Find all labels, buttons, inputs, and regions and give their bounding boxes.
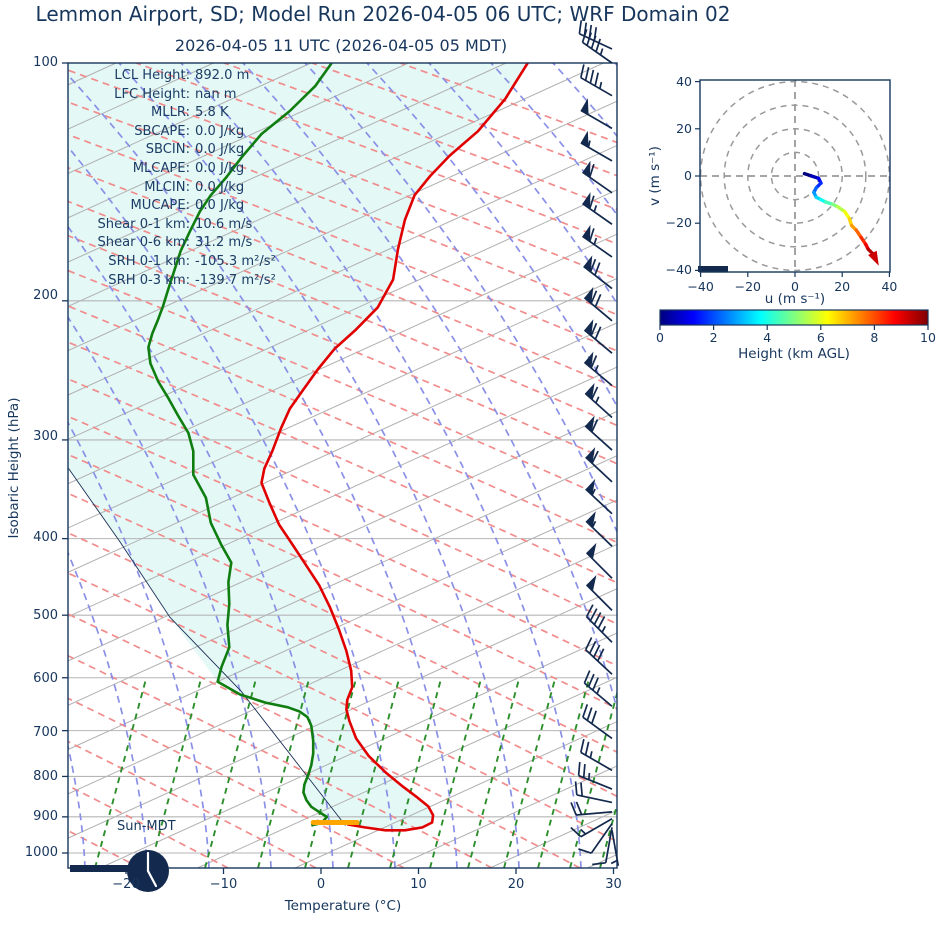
stat-row: MLCIN: 0.0 J/kg bbox=[86, 179, 276, 198]
skewt-xtick-label: 20 bbox=[507, 877, 525, 892]
stat-row: MLCAPE: 0.0 J/kg bbox=[86, 160, 276, 179]
stat-label: SRH 0-3 km: bbox=[108, 272, 190, 288]
stat-row: LCL Height: 892.0 m bbox=[86, 67, 276, 86]
skewt-subtitle: 2026-04-05 11 UTC (2026-04-05 05 MDT) bbox=[174, 36, 508, 55]
hodograph-panel bbox=[695, 79, 891, 277]
skewt-xaxis-label: Temperature (°C) bbox=[284, 898, 402, 914]
colorbar-label: Height (km AGL) bbox=[738, 346, 850, 362]
colorbar-tick-label: 2 bbox=[709, 330, 718, 345]
stat-value: nan m bbox=[195, 86, 237, 102]
colorbar-tick-label: 8 bbox=[870, 330, 879, 345]
stat-row: Shear 0-6 km: 31.2 m/s bbox=[86, 234, 276, 253]
stat-label: MUCAPE: bbox=[130, 198, 190, 214]
sounding-stats-block: LCL Height: 892.0 m LFC Height: nan m MLLR: 5… bbox=[86, 67, 276, 291]
stat-label: MLLR: bbox=[151, 105, 190, 121]
hodograph-xtick-label: 0 bbox=[791, 279, 799, 294]
skewt-ytick-label: 200 bbox=[33, 288, 58, 303]
skewt-xtick-label: 0 bbox=[316, 877, 326, 892]
hodograph-ytick-label: 0 bbox=[684, 168, 692, 183]
skewt-xtick-label: 30 bbox=[605, 877, 622, 892]
sounding-profile-curves bbox=[68, 63, 529, 832]
stat-row: SRH 0-3 km: -139.7 m²/s² bbox=[86, 272, 276, 291]
skewt-ytick-label: 1000 bbox=[24, 845, 58, 860]
colorbar-tick-label: 0 bbox=[656, 330, 664, 345]
dewpoint-curve bbox=[147, 63, 333, 827]
temperature-curve bbox=[260, 63, 529, 832]
stat-label: LFC Height: bbox=[114, 86, 190, 102]
skewt-ytick-label: 500 bbox=[33, 608, 58, 623]
hodograph-xtick-label: −20 bbox=[734, 279, 761, 294]
skewt-ytick-label: 100 bbox=[33, 55, 58, 70]
hodograph-xtick-label: 20 bbox=[834, 279, 851, 294]
sun-mdt-label: Sun-MDT bbox=[117, 819, 176, 834]
stat-label: SRH 0-1 km: bbox=[108, 253, 190, 269]
hodograph-ytick-label: −40 bbox=[665, 262, 692, 278]
stat-value: -105.3 m²/s² bbox=[195, 253, 276, 269]
hodograph-xtick-label: 40 bbox=[881, 279, 898, 294]
height-colorbar bbox=[659, 309, 929, 330]
stat-row: MUCAPE: 0.0 J/kg bbox=[86, 197, 276, 216]
figure-title: Lemmon Airport, SD; Model Run 2026-04-05… bbox=[35, 2, 731, 26]
stat-label: LCL Height: bbox=[114, 68, 190, 83]
skewt-ytick-label: 900 bbox=[33, 809, 58, 824]
skewt-ytick-label: 800 bbox=[33, 769, 58, 784]
skewt-ytick-label: 400 bbox=[33, 530, 58, 545]
stat-row: SBCAPE: 0.0 J/kg bbox=[86, 123, 276, 142]
stat-value: 0.0 J/kg bbox=[195, 142, 245, 158]
wind-barbs-column bbox=[570, 20, 620, 866]
stat-value: 0.0 J/kg bbox=[195, 160, 245, 176]
stat-label: SBCIN: bbox=[145, 142, 190, 158]
hodograph-xaxis-label: u (m s⁻¹) bbox=[764, 291, 826, 307]
stat-row: MLLR: 5.8 K bbox=[86, 104, 276, 123]
stat-row: Shear 0-1 km: 10.6 m/s bbox=[86, 216, 276, 235]
hodograph-ytick-label: 20 bbox=[676, 120, 692, 136]
skewt-background-lines bbox=[68, 63, 617, 868]
stat-label: MLCAPE: bbox=[132, 160, 190, 176]
stat-label: Shear 0-1 km: bbox=[97, 216, 190, 232]
colorbar-tick-label: 10 bbox=[920, 330, 936, 345]
skewt-axes-frame bbox=[62, 62, 618, 874]
stat-value: 31.2 m/s bbox=[195, 235, 253, 251]
stat-row: SBCIN: 0.0 J/kg bbox=[86, 141, 276, 160]
colorbar-tick-label: 4 bbox=[763, 330, 772, 345]
hodograph-xtick-label: −40 bbox=[687, 279, 714, 294]
skewt-yaxis-label: Isobaric Height (hPa) bbox=[6, 397, 22, 539]
stat-value: -139.7 m²/s² bbox=[195, 272, 276, 288]
hodograph-ytick-label: −20 bbox=[665, 215, 692, 231]
hodograph-ytick-label: 40 bbox=[676, 73, 692, 89]
stat-row: LFC Height: nan m bbox=[86, 86, 276, 105]
stat-value: 892.0 m bbox=[195, 68, 250, 83]
hodograph-arrow bbox=[868, 250, 879, 266]
stat-label: Shear 0-6 km: bbox=[97, 235, 190, 251]
stat-label: MLCIN: bbox=[144, 179, 190, 195]
stat-label: SBCAPE: bbox=[134, 123, 190, 139]
skewt-ytick-label: 700 bbox=[33, 725, 58, 740]
skewt-xtick-label: −20 bbox=[112, 877, 140, 892]
stat-value: 0.0 J/kg bbox=[195, 123, 245, 139]
sun-clock-icon bbox=[127, 850, 169, 892]
stat-value: 0.0 J/kg bbox=[195, 179, 245, 195]
stat-row: SRH 0-1 km: -105.3 m²/s² bbox=[86, 253, 276, 272]
stat-value: 0.0 J/kg bbox=[195, 198, 245, 214]
stat-value: 10.6 m/s bbox=[195, 216, 253, 232]
hodograph-yaxis-label: v (m s⁻¹) bbox=[647, 146, 663, 206]
stat-value: 5.8 K bbox=[195, 105, 229, 121]
skewt-ytick-label: 600 bbox=[33, 671, 58, 686]
colorbar-tick-label: 6 bbox=[816, 330, 825, 345]
skewt-xtick-label: −10 bbox=[209, 877, 238, 892]
skewt-ytick-label: 300 bbox=[33, 429, 58, 444]
skewt-xtick-label: 10 bbox=[410, 877, 427, 892]
